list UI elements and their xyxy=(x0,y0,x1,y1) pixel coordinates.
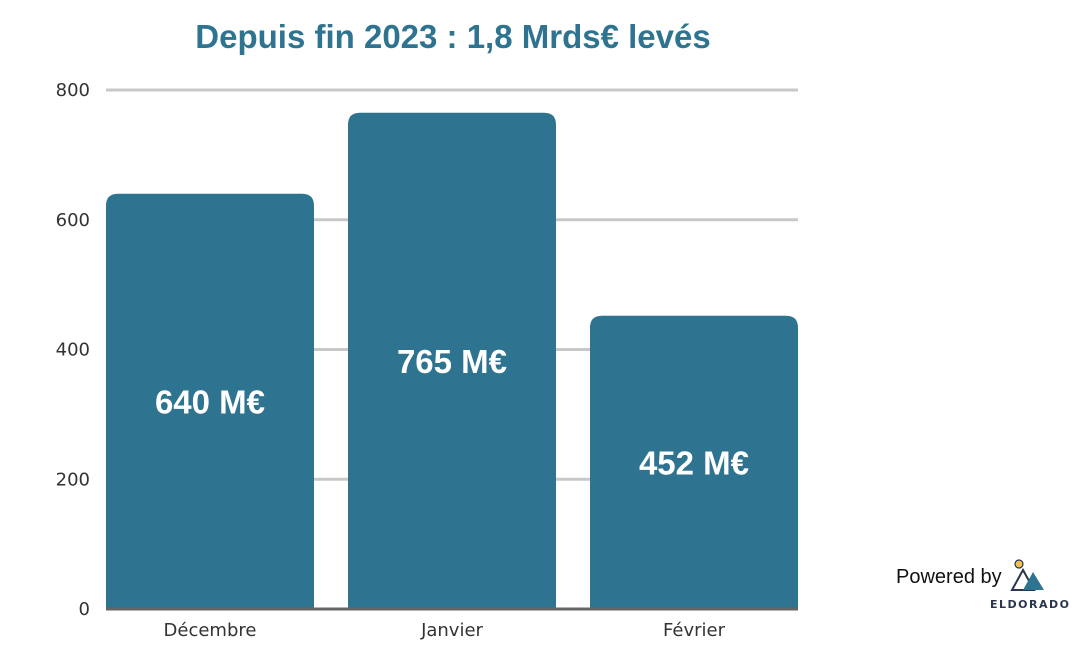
powered-by-text: Powered by xyxy=(896,566,1002,588)
x-category-label: Février xyxy=(663,620,726,641)
y-tick-label: 0 xyxy=(79,599,90,620)
data-label: 640 M€ xyxy=(155,383,265,420)
x-category-label: Décembre xyxy=(164,620,257,641)
bar-février[interactable] xyxy=(590,315,798,609)
bar-janvier[interactable] xyxy=(348,112,556,610)
brand-name: ELDORADO xyxy=(990,598,1071,611)
y-tick-label: 800 xyxy=(56,80,90,101)
bar-décembre[interactable] xyxy=(106,193,314,610)
data-label: 765 M€ xyxy=(397,343,507,380)
y-tick-label: 600 xyxy=(56,210,90,231)
powered-by-badge[interactable]: Powered by ELDORADO xyxy=(880,558,1069,618)
y-tick-label: 200 xyxy=(56,469,90,490)
y-tick-label: 400 xyxy=(56,340,90,361)
x-category-label: Janvier xyxy=(420,620,483,641)
chart-title: Depuis fin 2023 : 1,8 Mrds€ levés xyxy=(195,18,711,55)
mountain-logo-icon xyxy=(1010,559,1044,591)
data-label: 452 M€ xyxy=(639,444,749,481)
